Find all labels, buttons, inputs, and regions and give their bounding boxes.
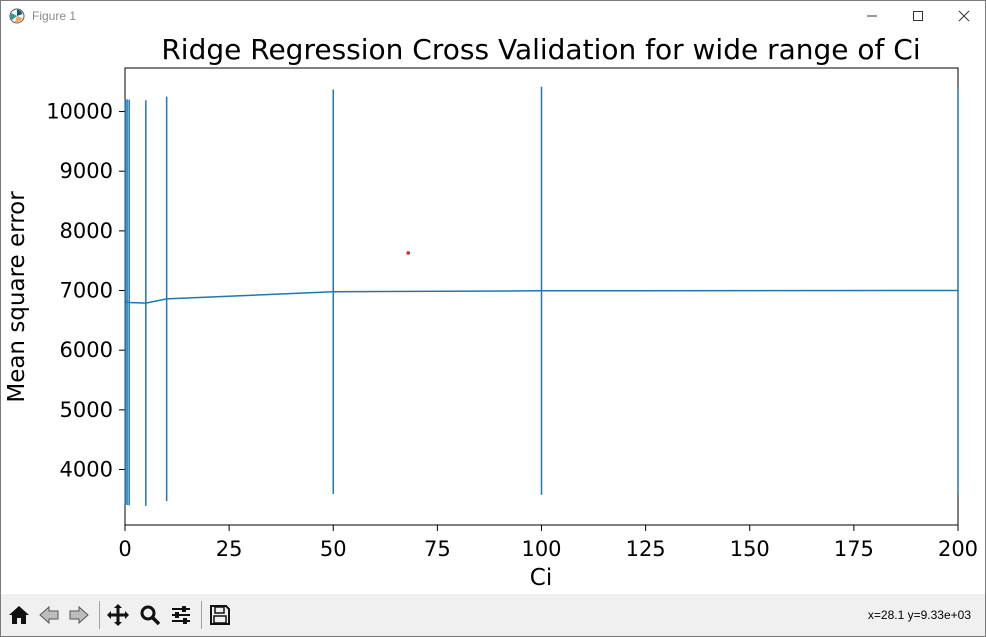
x-tick-label: 125: [626, 537, 666, 561]
x-tick-label: 200: [938, 537, 978, 561]
back-button[interactable]: [35, 601, 63, 629]
y-tick-label: 5000: [60, 398, 113, 422]
figure-canvas[interactable]: Ridge Regression Cross Validation for wi…: [1, 31, 985, 594]
x-tick-label: 100: [521, 537, 561, 561]
x-tick-label: 150: [730, 537, 770, 561]
move-icon: [107, 604, 129, 626]
matplotlib-figure-icon: [9, 8, 25, 24]
red-marker-point: [406, 251, 411, 255]
title-bar[interactable]: Figure 1: [1, 1, 985, 31]
y-tick-label: 6000: [60, 338, 113, 362]
toolbar-separator: [201, 601, 202, 629]
x-tick-label: 75: [424, 537, 451, 561]
x-tick-label: 175: [834, 537, 874, 561]
minimize-icon: [867, 15, 877, 17]
toolbar-separator: [99, 601, 100, 629]
y-tick-label: 8000: [60, 219, 113, 243]
maximize-icon: [913, 11, 923, 21]
sliders-icon: [172, 606, 190, 624]
y-tick-label: 7000: [60, 279, 113, 303]
y-tick-label: 10000: [46, 100, 113, 124]
save-button[interactable]: [206, 601, 234, 629]
y-axis-label: Mean square error: [4, 191, 30, 403]
maximize-button[interactable]: [895, 1, 941, 31]
close-button[interactable]: [941, 1, 985, 31]
chart[interactable]: Ridge Regression Cross Validation for wi…: [1, 31, 985, 594]
x-axis-label: Ci: [530, 565, 552, 591]
forward-arrow-icon: [69, 605, 89, 625]
x-tick-label: 0: [118, 537, 131, 561]
home-button[interactable]: [5, 601, 33, 629]
y-tick-label: 4000: [60, 458, 113, 482]
home-icon: [9, 606, 29, 624]
y-tick-label: 9000: [60, 159, 113, 183]
chart-title: Ridge Regression Cross Validation for wi…: [161, 33, 920, 66]
minimize-button[interactable]: [849, 1, 895, 31]
forward-button[interactable]: [65, 601, 93, 629]
window-title: Figure 1: [32, 9, 77, 23]
y-axis: 4000 5000 6000 7000 8000 9000 10000: [46, 100, 125, 482]
series-layer: [124, 86, 959, 506]
configure-subplots-button[interactable]: [167, 601, 195, 629]
cursor-coordinates: x=28.1 y=9.33e+03: [867, 608, 971, 622]
x-tick-label: 25: [216, 537, 243, 561]
zoom-button[interactable]: [136, 601, 164, 629]
floppy-disk-icon: [210, 605, 230, 625]
x-tick-label: 50: [320, 537, 347, 561]
magnifier-icon: [140, 605, 161, 626]
x-axis: 0 25 50 75 100 125 150 175 200: [118, 525, 978, 561]
back-arrow-icon: [39, 605, 59, 625]
close-icon: [958, 10, 970, 22]
navigation-toolbar: x=28.1 y=9.33e+03: [1, 594, 985, 636]
pan-button[interactable]: [104, 601, 132, 629]
